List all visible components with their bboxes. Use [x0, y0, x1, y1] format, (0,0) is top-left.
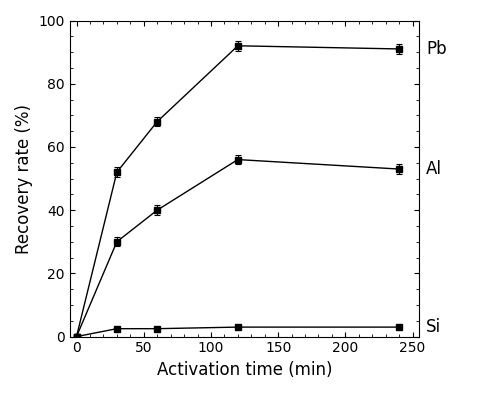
- Text: Al: Al: [426, 160, 442, 178]
- Y-axis label: Recovery rate (%): Recovery rate (%): [15, 104, 33, 254]
- Text: Si: Si: [426, 318, 442, 336]
- Text: Pb: Pb: [426, 40, 447, 58]
- X-axis label: Activation time (min): Activation time (min): [157, 361, 332, 379]
